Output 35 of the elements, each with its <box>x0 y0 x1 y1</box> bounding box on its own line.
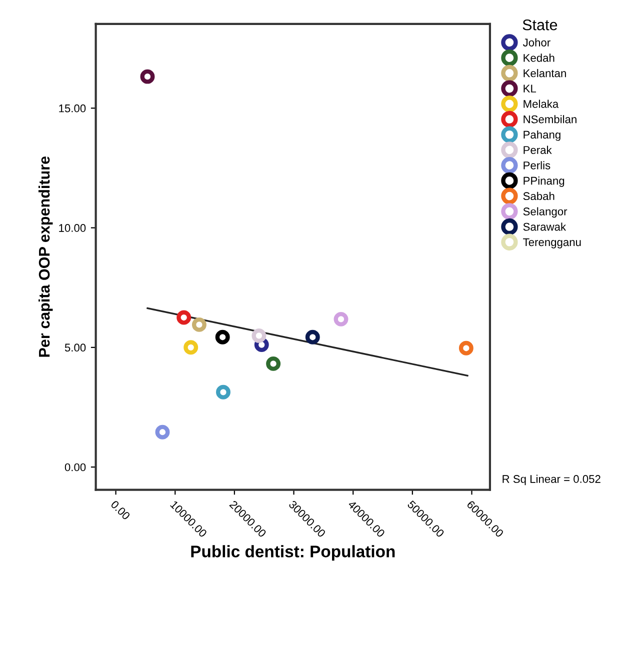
y-tick-label: 0.00 <box>64 463 86 472</box>
point <box>216 384 230 400</box>
point <box>184 340 198 355</box>
y-axis-title: Per capita OOP expenditure <box>38 156 53 357</box>
point <box>176 310 192 325</box>
text: R Sq Linear = 0.052 <box>502 474 600 486</box>
point <box>305 330 320 344</box>
x-tick-label: 0.00 <box>110 500 131 520</box>
legend-title: State <box>522 19 558 30</box>
legend-label: Johor <box>522 38 550 46</box>
point <box>215 330 230 344</box>
legend-label: Pahang <box>524 130 560 141</box>
y-tick-label: 5.00 <box>64 344 86 352</box>
legend-label: Sarawak <box>523 222 566 231</box>
point <box>458 340 474 356</box>
point <box>140 69 155 84</box>
y-tick-label: 10.00 <box>59 224 86 232</box>
legend-label: Melaka <box>524 100 559 108</box>
legend-label: PPinang <box>524 176 564 187</box>
legend-label: Terengganu <box>523 238 581 248</box>
point <box>252 328 266 343</box>
legend-label: Perak <box>524 146 552 154</box>
legend-label: KL <box>524 84 536 92</box>
legend-label: Perlis <box>524 161 550 170</box>
legend-label: Kelantan <box>524 69 566 78</box>
legend-label: NSembilan <box>524 115 576 124</box>
x-axis-title: Public dentist: Population <box>191 545 395 561</box>
point <box>155 424 170 440</box>
legend-label: Kedah <box>524 54 554 62</box>
point <box>192 317 206 332</box>
y-tick-label: 15.00 <box>59 104 86 112</box>
point <box>266 356 281 371</box>
legend-label: Selangor <box>523 207 568 218</box>
legend-label: Sabah <box>523 192 554 200</box>
point <box>334 312 348 326</box>
